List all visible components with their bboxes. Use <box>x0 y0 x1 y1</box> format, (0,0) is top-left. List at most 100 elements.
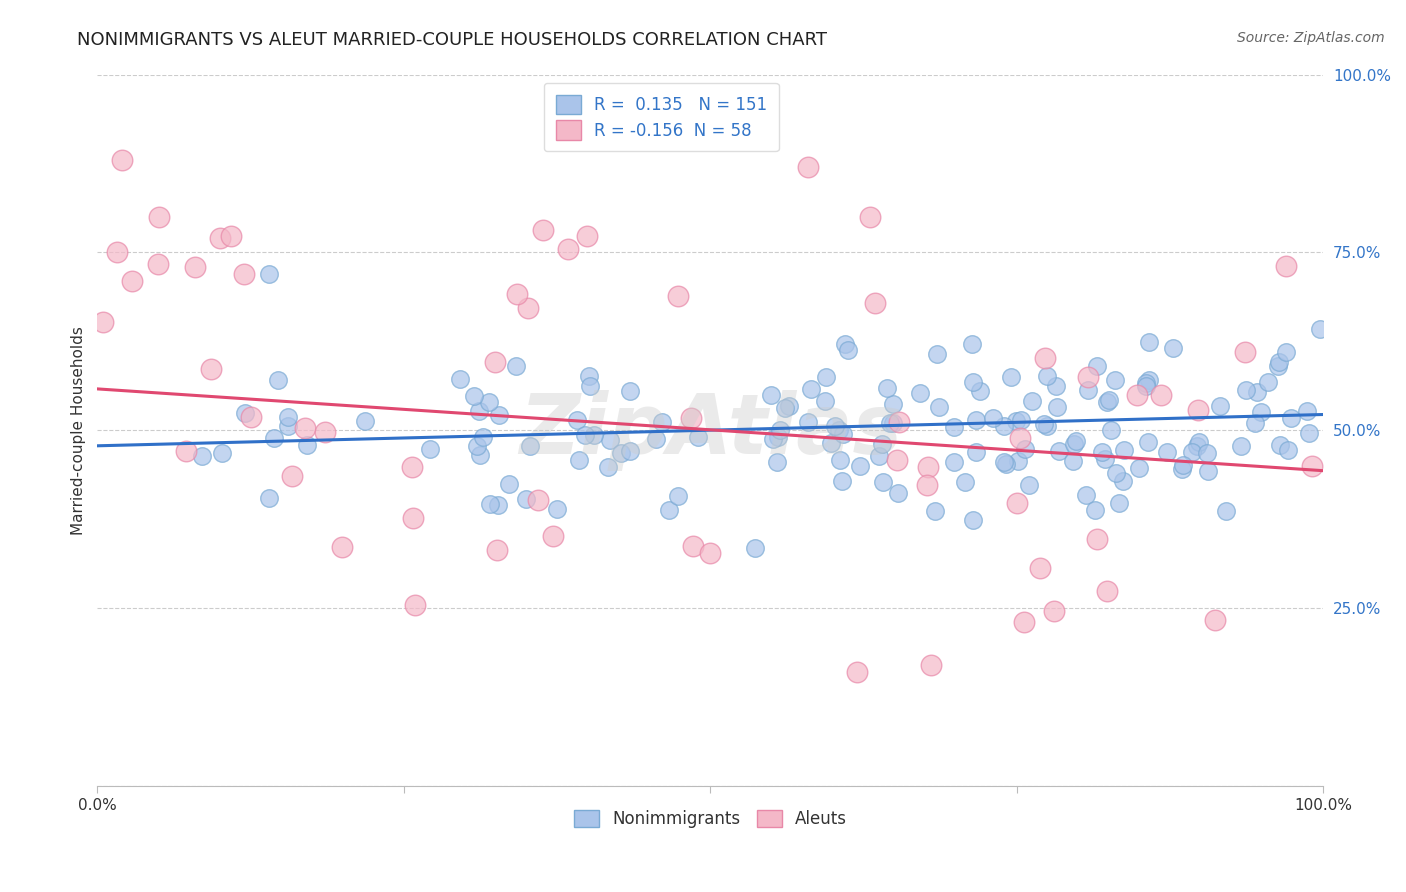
Point <box>1137 434 1160 449</box>
Point <box>211 446 233 460</box>
Point <box>863 296 886 310</box>
Point <box>1185 439 1208 453</box>
Point <box>1195 445 1218 459</box>
Point <box>1099 424 1122 438</box>
Point <box>759 387 782 401</box>
Point <box>773 401 796 416</box>
Point <box>1171 458 1194 472</box>
Point <box>401 460 423 475</box>
Point <box>1036 369 1059 384</box>
Point <box>928 400 950 414</box>
Point <box>531 222 554 236</box>
Point <box>1062 454 1084 468</box>
Point <box>208 231 231 245</box>
Point <box>886 486 908 500</box>
Point <box>111 153 134 167</box>
Point <box>965 412 987 426</box>
Point <box>1197 464 1219 478</box>
Point <box>191 449 214 463</box>
Point <box>831 475 853 489</box>
Point <box>277 409 299 424</box>
Point <box>962 513 984 527</box>
Point <box>1298 425 1320 440</box>
Point <box>1094 451 1116 466</box>
Point <box>449 372 471 386</box>
Point <box>1021 394 1043 409</box>
Point <box>872 475 894 490</box>
Point <box>827 423 849 437</box>
Point <box>824 418 846 433</box>
Point <box>889 415 911 429</box>
Point <box>879 416 901 430</box>
Point <box>463 388 485 402</box>
Point <box>1279 410 1302 425</box>
Point <box>837 343 859 358</box>
Point <box>831 427 853 442</box>
Point <box>872 437 894 451</box>
Point <box>574 427 596 442</box>
Point <box>1128 460 1150 475</box>
Point <box>834 336 856 351</box>
Point <box>233 406 256 420</box>
Point <box>1014 442 1036 456</box>
Point <box>277 418 299 433</box>
Point <box>541 529 564 543</box>
Point <box>1170 461 1192 475</box>
Point <box>981 411 1004 425</box>
Point <box>1188 434 1211 449</box>
Point <box>1229 439 1251 453</box>
Point <box>1108 496 1130 510</box>
Point <box>1084 502 1107 516</box>
Point <box>924 504 946 518</box>
Point <box>960 336 983 351</box>
Point <box>267 373 290 387</box>
Text: Source: ZipAtlas.com: Source: ZipAtlas.com <box>1237 31 1385 45</box>
Point <box>868 449 890 463</box>
Point <box>519 439 541 453</box>
Point <box>769 423 792 437</box>
Point <box>568 453 591 467</box>
Point <box>761 432 783 446</box>
Point <box>848 458 870 473</box>
Point <box>820 435 842 450</box>
Point <box>1091 444 1114 458</box>
Point <box>886 453 908 467</box>
Point <box>599 433 621 447</box>
Point <box>527 493 550 508</box>
Point <box>619 384 641 399</box>
Point <box>557 242 579 256</box>
Point <box>1204 614 1226 628</box>
Point <box>882 397 904 411</box>
Point <box>965 444 987 458</box>
Point <box>828 453 851 467</box>
Point <box>471 430 494 444</box>
Point <box>486 498 509 512</box>
Point <box>263 431 285 445</box>
Point <box>645 432 668 446</box>
Point <box>1005 495 1028 509</box>
Point <box>969 384 991 399</box>
Point <box>516 301 538 315</box>
Point <box>1045 378 1067 392</box>
Point <box>596 459 619 474</box>
Point <box>908 386 931 401</box>
Point <box>575 229 598 244</box>
Point <box>233 267 256 281</box>
Legend: Nonimmigrants, Aleuts: Nonimmigrants, Aleuts <box>567 803 853 834</box>
Point <box>200 362 222 376</box>
Point <box>468 403 491 417</box>
Point <box>1012 615 1035 630</box>
Point <box>682 539 704 553</box>
Point <box>846 665 869 679</box>
Point <box>1277 443 1299 458</box>
Point <box>1161 341 1184 355</box>
Point <box>332 540 354 554</box>
Point <box>91 315 114 329</box>
Point <box>470 448 492 462</box>
Point <box>765 455 787 469</box>
Text: ZipAtlas: ZipAtlas <box>519 390 901 471</box>
Point <box>1274 260 1296 274</box>
Point <box>1098 393 1121 408</box>
Point <box>1036 419 1059 434</box>
Point <box>465 439 488 453</box>
